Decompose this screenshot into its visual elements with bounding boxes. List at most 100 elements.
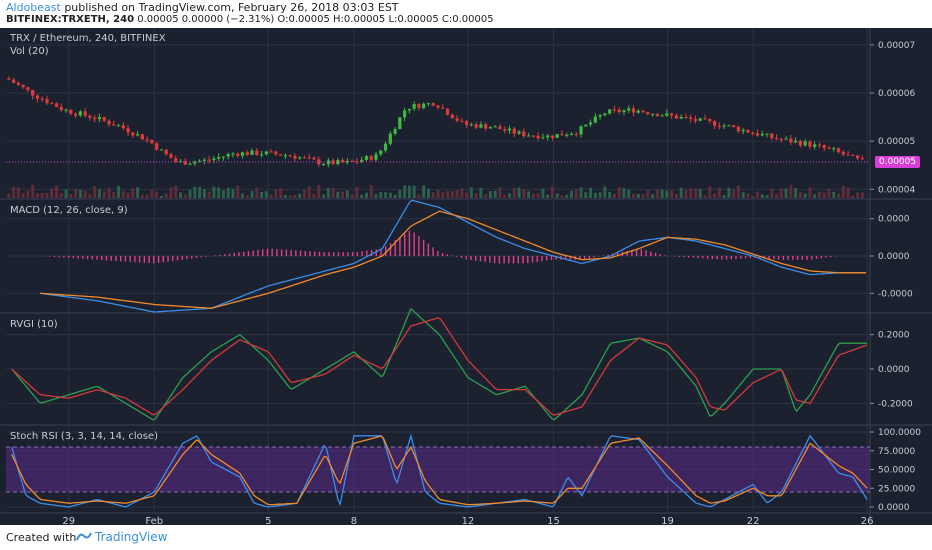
volume-bar: [627, 189, 631, 198]
chart-header: Aldobeast published on TradingView.com, …: [0, 0, 932, 28]
volume-bar: [817, 191, 821, 198]
candle-body: [341, 160, 345, 163]
volume-bar: [341, 191, 345, 198]
volume-bar: [21, 193, 25, 198]
candle-body: [560, 134, 564, 136]
volume-bar: [307, 186, 311, 198]
candle-body: [283, 155, 288, 157]
candle-body: [851, 154, 855, 156]
candle-body: [374, 154, 378, 160]
volume-bar: [775, 193, 779, 198]
candle-body: [7, 78, 11, 80]
candle-body: [484, 124, 488, 129]
candle-body: [646, 112, 650, 115]
volume-bar: [765, 195, 769, 198]
volume-bar: [179, 192, 183, 198]
y-tick-label: 25.0000: [878, 484, 915, 494]
volume-bar: [736, 185, 740, 198]
candle-body: [493, 126, 497, 128]
candle-body: [302, 157, 307, 159]
candle-body: [698, 118, 702, 121]
candle-body: [422, 103, 426, 109]
volume-bar: [336, 191, 340, 198]
volume-label: Vol (20): [10, 46, 49, 57]
volume-bar: [827, 188, 831, 198]
volume-bar: [169, 187, 173, 198]
volume-bar: [536, 192, 540, 198]
macd-title: MACD (12, 26, close, 9): [10, 205, 128, 216]
candle-body: [269, 151, 273, 153]
candle-body: [345, 160, 350, 163]
volume-bar: [403, 185, 407, 198]
volume-bar: [35, 193, 39, 198]
volume-bar: [598, 192, 602, 198]
candle-body: [321, 164, 326, 166]
candle-body: [155, 143, 159, 150]
volume-bar: [55, 185, 59, 198]
candle-body: [455, 118, 459, 121]
volume-bar: [322, 194, 326, 198]
candle-body: [612, 109, 617, 111]
candle-body: [407, 108, 411, 111]
volume-bar: [665, 190, 669, 198]
y-tick-label: 0.0000: [878, 252, 910, 262]
author-link[interactable]: Aldobeast: [6, 1, 61, 14]
y-tick-label: 0.2000: [878, 331, 910, 341]
volume-bar: [317, 185, 321, 198]
candle-body: [832, 148, 836, 150]
volume-bar: [660, 189, 664, 198]
volume-bar: [398, 190, 402, 198]
candle-body: [298, 157, 302, 159]
candle-body: [794, 140, 798, 143]
volume-bar: [465, 192, 469, 198]
candle-body: [288, 155, 292, 157]
candle-body: [121, 125, 125, 129]
volume-bar: [140, 194, 144, 198]
candle-body: [841, 151, 845, 155]
candle-body: [255, 150, 259, 156]
volume-bar: [50, 188, 54, 198]
y-tick-label: -0.2000: [878, 399, 913, 409]
volume-bar: [274, 190, 278, 198]
volume-bar: [789, 185, 793, 198]
candle-body: [822, 145, 826, 148]
volume-bar: [689, 188, 693, 198]
volume-bar: [837, 193, 841, 198]
volume-bar: [651, 194, 655, 198]
chart-canvas[interactable]: 29 Feb 5 8 12 15 19 22 260.000070.000060.000050.…: [0, 28, 932, 525]
volume-bar: [183, 194, 187, 198]
stoch-rsi-title: Stoch RSI (3, 3, 14, 14, close): [10, 431, 158, 442]
volume-bar: [145, 194, 149, 198]
candle-body: [574, 133, 578, 135]
volume-bar: [293, 195, 297, 198]
volume-bar: [384, 192, 388, 198]
candle-body: [45, 99, 49, 104]
candle-body: [703, 118, 707, 120]
volume-bar: [455, 190, 459, 198]
x-tick-label: 26: [861, 516, 874, 525]
volume-bar: [693, 188, 697, 198]
candle-body: [54, 103, 59, 107]
y-tick-label: 50.0000: [878, 466, 915, 476]
candle-body: [569, 133, 574, 135]
volume-bar: [202, 188, 206, 198]
candle-body: [679, 117, 683, 119]
candle-body: [174, 158, 178, 162]
ohlc-text: 0.00005 0.00000 (−2.31%) O:0.00005 H:0.0…: [137, 14, 494, 25]
candle-body: [112, 124, 116, 126]
candle-body: [250, 150, 254, 155]
candle-body: [803, 141, 807, 146]
volume-bar: [779, 188, 783, 198]
candle-body: [798, 140, 802, 146]
volume-bar: [417, 194, 421, 198]
volume-bar: [813, 194, 817, 198]
volume-bar: [74, 189, 78, 198]
volume-bar: [803, 193, 807, 198]
candle-body: [403, 110, 407, 118]
volume-bar: [250, 191, 254, 198]
tradingview-brand[interactable]: TradingView: [95, 530, 168, 544]
x-tick-label: 5: [265, 516, 271, 525]
volume-bar: [460, 188, 464, 198]
volume-bar: [312, 193, 316, 198]
volume-bar: [407, 185, 411, 198]
